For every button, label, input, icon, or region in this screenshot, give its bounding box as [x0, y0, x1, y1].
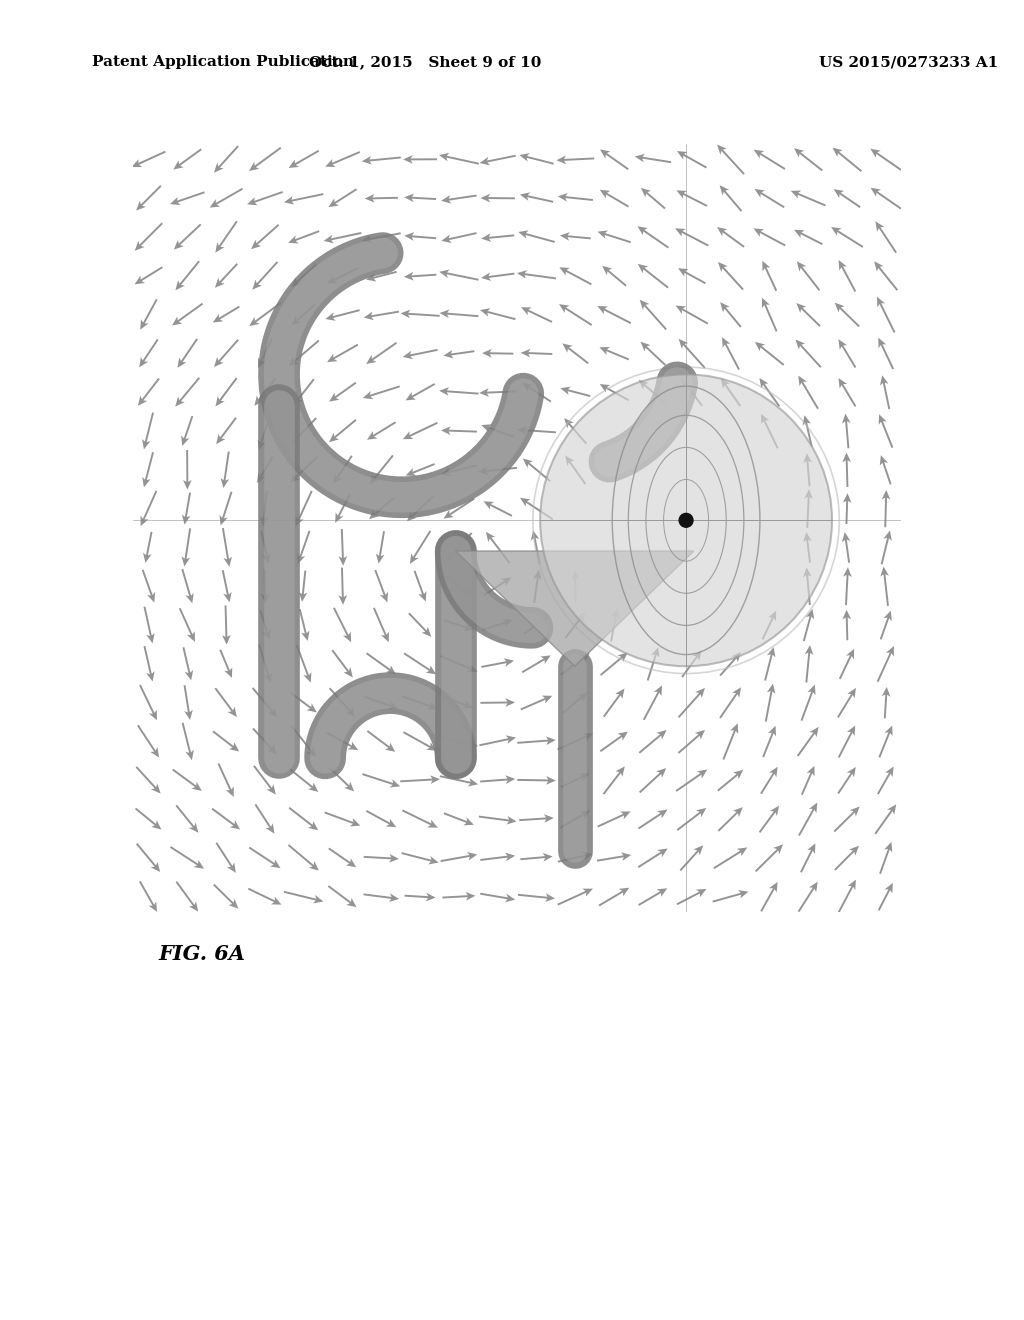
Circle shape: [679, 513, 693, 527]
Circle shape: [541, 375, 831, 667]
Text: US 2015/0273233 A1: US 2015/0273233 A1: [819, 55, 998, 70]
Text: Patent Application Publication: Patent Application Publication: [92, 55, 354, 70]
Polygon shape: [456, 550, 694, 667]
Text: Oct. 1, 2015   Sheet 9 of 10: Oct. 1, 2015 Sheet 9 of 10: [309, 55, 541, 70]
Text: FIG. 6A: FIG. 6A: [159, 944, 246, 964]
